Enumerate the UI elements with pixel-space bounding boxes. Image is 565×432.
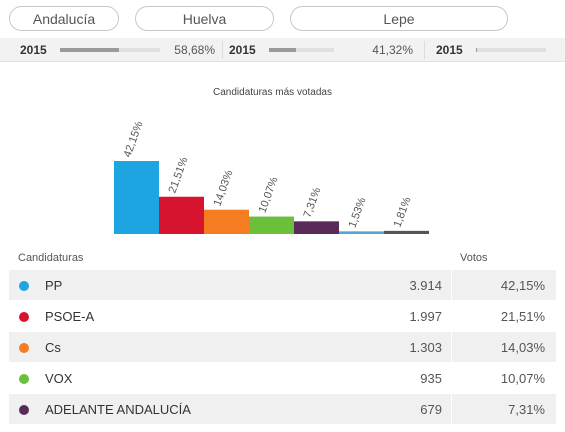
table-row: Cs 1.303 14,03%	[9, 332, 556, 363]
table-row: VOX 935 10,07%	[9, 363, 556, 394]
party-votes: 1.303	[409, 340, 442, 355]
party-percent: 42,15%	[500, 278, 545, 293]
chart-bar	[114, 161, 159, 234]
results-table-header: Candidaturas Votos	[0, 250, 565, 270]
chart-bar	[384, 230, 429, 234]
results-table: PP 3.914 42,15% PSOE-A 1.997 21,51% Cs 1.303 14,…	[9, 270, 556, 425]
strip-divider	[222, 41, 223, 59]
participation-strip: 2015 58,68% 2015 41,32% 2015	[0, 38, 565, 62]
chart-data-label: 1,53%	[347, 196, 369, 230]
cell-divider	[451, 301, 452, 332]
party-percent: 21,51%	[500, 309, 545, 324]
participation-bar-fill	[60, 48, 119, 52]
party-votes: 3.914	[409, 278, 442, 293]
cell-divider	[451, 270, 452, 301]
participation-cell-1: 2015 58,68%	[20, 38, 215, 62]
chart-data-label: 10,07%	[257, 175, 281, 214]
region-selectors: Andalucía Huelva Lepe	[0, 0, 565, 38]
chart-bar	[294, 221, 339, 234]
participation-cell-2: 2015 41,32%	[229, 38, 413, 62]
participation-year: 2015	[436, 43, 463, 57]
party-votes: 679	[420, 402, 442, 417]
participation-bar-fill	[269, 48, 296, 52]
chart-data-label: 14,03%	[212, 168, 236, 207]
party-name: PP	[45, 278, 63, 293]
party-color-dot	[19, 312, 29, 322]
party-votes: 935	[420, 371, 442, 386]
party-percent: 10,07%	[500, 371, 545, 386]
cell-divider	[451, 332, 452, 363]
chart-bar	[249, 216, 294, 234]
results-bar-chart: 42,15% 21,51% 14,03% 10,07% 7,31% 1,53% 1,81%	[114, 120, 429, 234]
chart-data-label: 21,51%	[167, 155, 191, 194]
chart-data-label: 1,81%	[392, 195, 414, 229]
table-row: PSOE-A 1.997 21,51%	[9, 301, 556, 332]
cell-divider	[451, 394, 452, 425]
table-row: PP 3.914 42,15%	[9, 270, 556, 301]
chart-title: Candidaturas más votadas	[213, 87, 332, 98]
party-color-dot	[19, 281, 29, 291]
party-name: VOX	[45, 371, 73, 386]
region-select-lepe[interactable]: Lepe	[290, 6, 508, 31]
participation-year: 2015	[20, 43, 47, 57]
participation-year: 2015	[229, 43, 256, 57]
participation-bar-fill	[476, 48, 478, 52]
participation-cell-3: 2015	[436, 38, 556, 62]
chart-data-label: 42,15%	[122, 120, 146, 159]
party-votes: 1.997	[409, 309, 442, 324]
party-color-dot	[19, 374, 29, 384]
chart-data-label: 7,31%	[302, 186, 324, 220]
participation-percent: 41,32%	[372, 43, 413, 57]
party-name: ADELANTE ANDALUCÍA	[45, 402, 191, 417]
column-header-votos: Votos	[460, 252, 488, 264]
party-percent: 7,31%	[508, 402, 545, 417]
party-percent: 14,03%	[500, 340, 545, 355]
chart-bar	[159, 196, 204, 234]
participation-bar	[60, 48, 160, 52]
chart-bar	[339, 231, 384, 234]
party-color-dot	[19, 343, 29, 353]
participation-percent: 58,68%	[174, 43, 215, 57]
column-header-candidaturas: Candidaturas	[18, 252, 84, 264]
party-color-dot	[19, 405, 29, 415]
chart-bar	[204, 209, 249, 234]
participation-bar	[269, 48, 334, 52]
party-name: PSOE-A	[45, 309, 95, 324]
table-row: ADELANTE ANDALUCÍA 679 7,31%	[9, 394, 556, 425]
region-select-andalucia[interactable]: Andalucía	[9, 6, 119, 31]
cell-divider	[451, 363, 452, 394]
participation-bar	[476, 48, 546, 52]
party-name: Cs	[45, 340, 61, 355]
region-select-huelva[interactable]: Huelva	[135, 6, 274, 31]
strip-divider	[424, 41, 425, 59]
